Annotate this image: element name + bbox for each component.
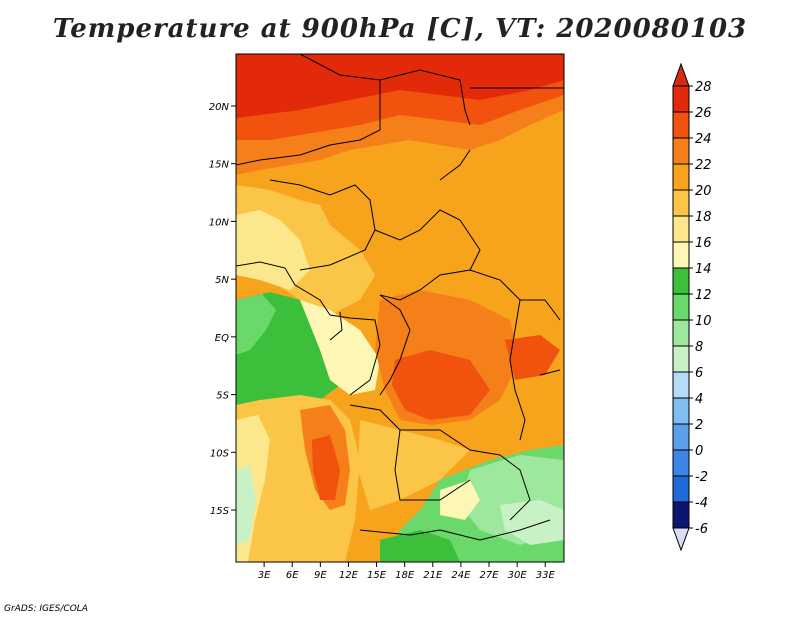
- map-frame: [235, 53, 565, 563]
- longitude-ticks: 3E 6E 9E 12E 15E 18E 21E 24E 27E 30E 33E: [258, 562, 556, 581]
- lat-tick-label: 20N: [209, 102, 230, 113]
- colorbar-swatch: [672, 449, 690, 477]
- colorbar-swatch: [672, 371, 690, 399]
- colorbar-swatch: [672, 189, 690, 217]
- country-borders: [236, 54, 564, 541]
- colorbar-top-arrow: [672, 62, 690, 87]
- colorbar-swatch: [672, 423, 690, 451]
- lon-tick-label: 6E: [286, 570, 299, 581]
- colorbar-swatch: [672, 345, 690, 373]
- lat-tick-label: 5N: [215, 275, 229, 286]
- colorbar-swatch: [672, 475, 690, 503]
- map-title: Temperature at 900hPa [C], VT: 202008010…: [52, 14, 748, 44]
- colorbar-label: 22: [695, 158, 712, 173]
- colorbar-swatch: [672, 111, 690, 139]
- colorbar-label: 24: [695, 132, 712, 147]
- lat-tick-label: 10N: [209, 217, 230, 228]
- colorbar-label: -4: [695, 496, 708, 511]
- lon-tick-label: 33E: [536, 570, 556, 581]
- lon-tick-label: 27E: [480, 570, 500, 581]
- colorbar-label: 6: [695, 366, 703, 381]
- colorbar-label: 28: [695, 80, 712, 95]
- colorbar-swatch: [672, 293, 690, 321]
- colorbar-label: 10: [695, 314, 712, 329]
- lon-tick-label: 30E: [508, 570, 528, 581]
- lat-tick-label: 10S: [210, 448, 230, 459]
- lat-tick-label: EQ: [215, 333, 229, 344]
- lon-tick-label: 15E: [367, 570, 387, 581]
- colorbar-label: 12: [695, 288, 712, 303]
- lat-tick-label: 5S: [216, 391, 229, 402]
- lon-tick-label: 21E: [423, 570, 443, 581]
- colorbar-swatch: [672, 137, 690, 165]
- colorbar-label: -2: [695, 470, 708, 485]
- colorbar-swatch: [672, 241, 690, 269]
- colorbar-label: 14: [695, 262, 712, 277]
- colorbar-label: 20: [695, 184, 712, 199]
- lat-tick-label: 15N: [209, 160, 230, 171]
- lon-tick-label: 3E: [258, 570, 271, 581]
- lat-tick-label: 15S: [210, 506, 230, 517]
- colorbar-label: 18: [695, 210, 712, 225]
- colorbar-swatch: [672, 319, 690, 347]
- latitude-ticks: 20N 15N 10N 5N EQ 5S 10S 15S: [209, 102, 236, 517]
- lon-tick-label: 9E: [314, 570, 327, 581]
- colorbar-swatch: [672, 85, 690, 113]
- colorbar-label: 26: [695, 106, 712, 121]
- colorbar-label: -6: [695, 522, 708, 537]
- colorbar-bottom-arrow: [672, 527, 690, 552]
- colorbar-swatch: [672, 501, 690, 529]
- colorbar-swatch: [672, 215, 690, 243]
- colorbar-label: 8: [695, 340, 703, 355]
- colorbar-label: 2: [695, 418, 703, 433]
- lon-tick-label: 18E: [395, 570, 415, 581]
- colorbar-swatch: [672, 267, 690, 295]
- colorbar-label: 4: [695, 392, 703, 407]
- lon-tick-label: 12E: [339, 570, 359, 581]
- lon-tick-label: 24E: [451, 570, 471, 581]
- colorbar-label: 0: [695, 444, 703, 459]
- colorbar-swatch: [672, 397, 690, 425]
- colorbar-label: 16: [695, 236, 712, 251]
- grads-credit: GrADS: IGES/COLA: [4, 604, 88, 614]
- colorbar-swatch: [672, 163, 690, 191]
- temperature-field: [236, 54, 564, 562]
